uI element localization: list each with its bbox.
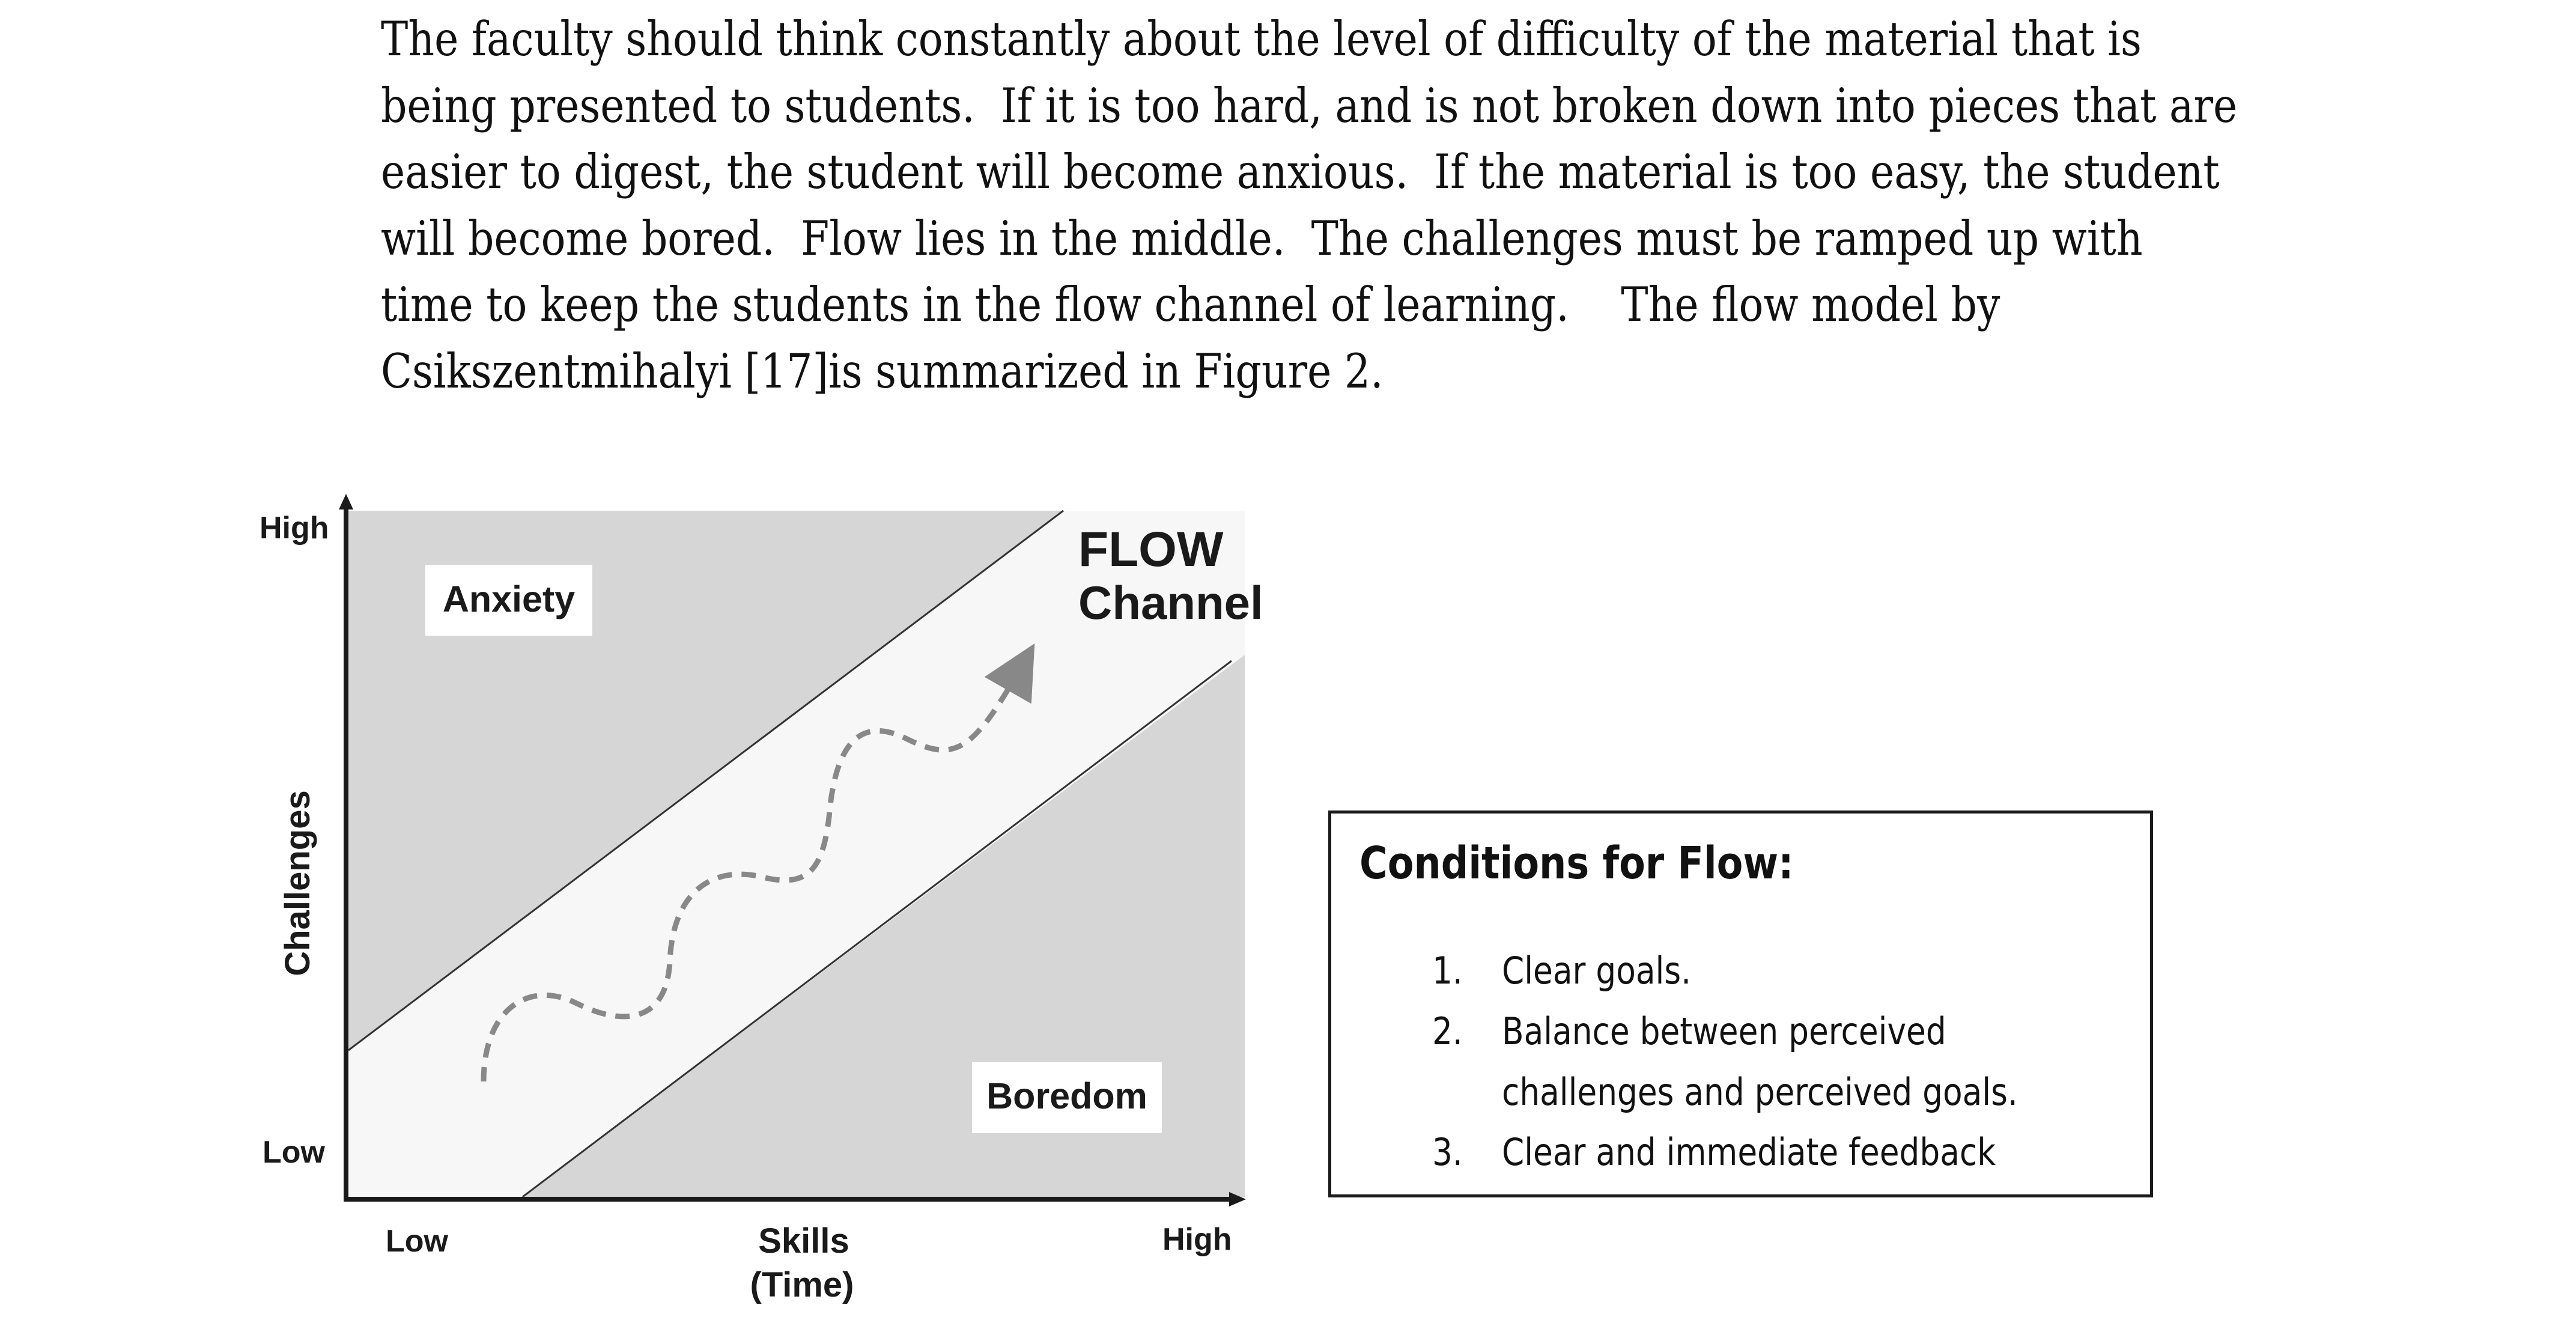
y-axis-low-label: Low <box>263 1135 326 1170</box>
flow-channel-label: Channel <box>1078 576 1263 629</box>
x-axis-arrow-icon <box>1229 1192 1246 1206</box>
body-paragraph: The faculty should think constantly abou… <box>381 6 2237 404</box>
x-axis-subtitle: (Time) <box>750 1265 854 1304</box>
boredom-label: Boredom <box>986 1075 1147 1116</box>
condition-text: Clear goals. <box>1502 949 1692 993</box>
y-axis-arrow-icon <box>339 494 353 509</box>
anxiety-label-box <box>425 565 592 636</box>
condition-text: Clear and immediate feedback <box>1502 1130 1996 1174</box>
y-axis-high-label: High <box>260 511 329 546</box>
paragraph-line: Csikszentmihalyi [17]is summarized in Fi… <box>381 343 1384 399</box>
y-axis-title: Challenges <box>278 790 317 976</box>
paragraph-line: will become bored. Flow lies in the midd… <box>381 210 2143 266</box>
flow-progress-path <box>481 643 1035 1082</box>
boredom-label-box <box>972 1062 1162 1133</box>
condition-number: 2. <box>1432 1009 1463 1053</box>
x-axis-high-label: High <box>1162 1222 1232 1257</box>
channel-lower-boundary <box>522 660 1232 1198</box>
anxiety-label: Anxiety <box>443 579 575 619</box>
condition-text-continued: challenges and perceived goals. <box>1502 1070 2018 1114</box>
conditions-for-flow-box: Conditions for Flow: 1. Clear goals. 2. … <box>1328 811 2153 1197</box>
channel-upper-boundary <box>348 509 1064 1051</box>
x-axis-title: Skills <box>758 1221 849 1261</box>
condition-number: 1. <box>1432 949 1463 993</box>
x-axis-low-label: Low <box>386 1224 449 1259</box>
flow-label-box <box>1063 518 1244 632</box>
paragraph-line: time to keep the students in the flow ch… <box>381 277 2000 332</box>
condition-text: Balance between perceived <box>1502 1009 1946 1053</box>
condition-number: 3. <box>1432 1130 1463 1174</box>
flow-label: FLOW <box>1078 522 1224 577</box>
conditions-title: Conditions for Flow: <box>1359 838 1794 889</box>
